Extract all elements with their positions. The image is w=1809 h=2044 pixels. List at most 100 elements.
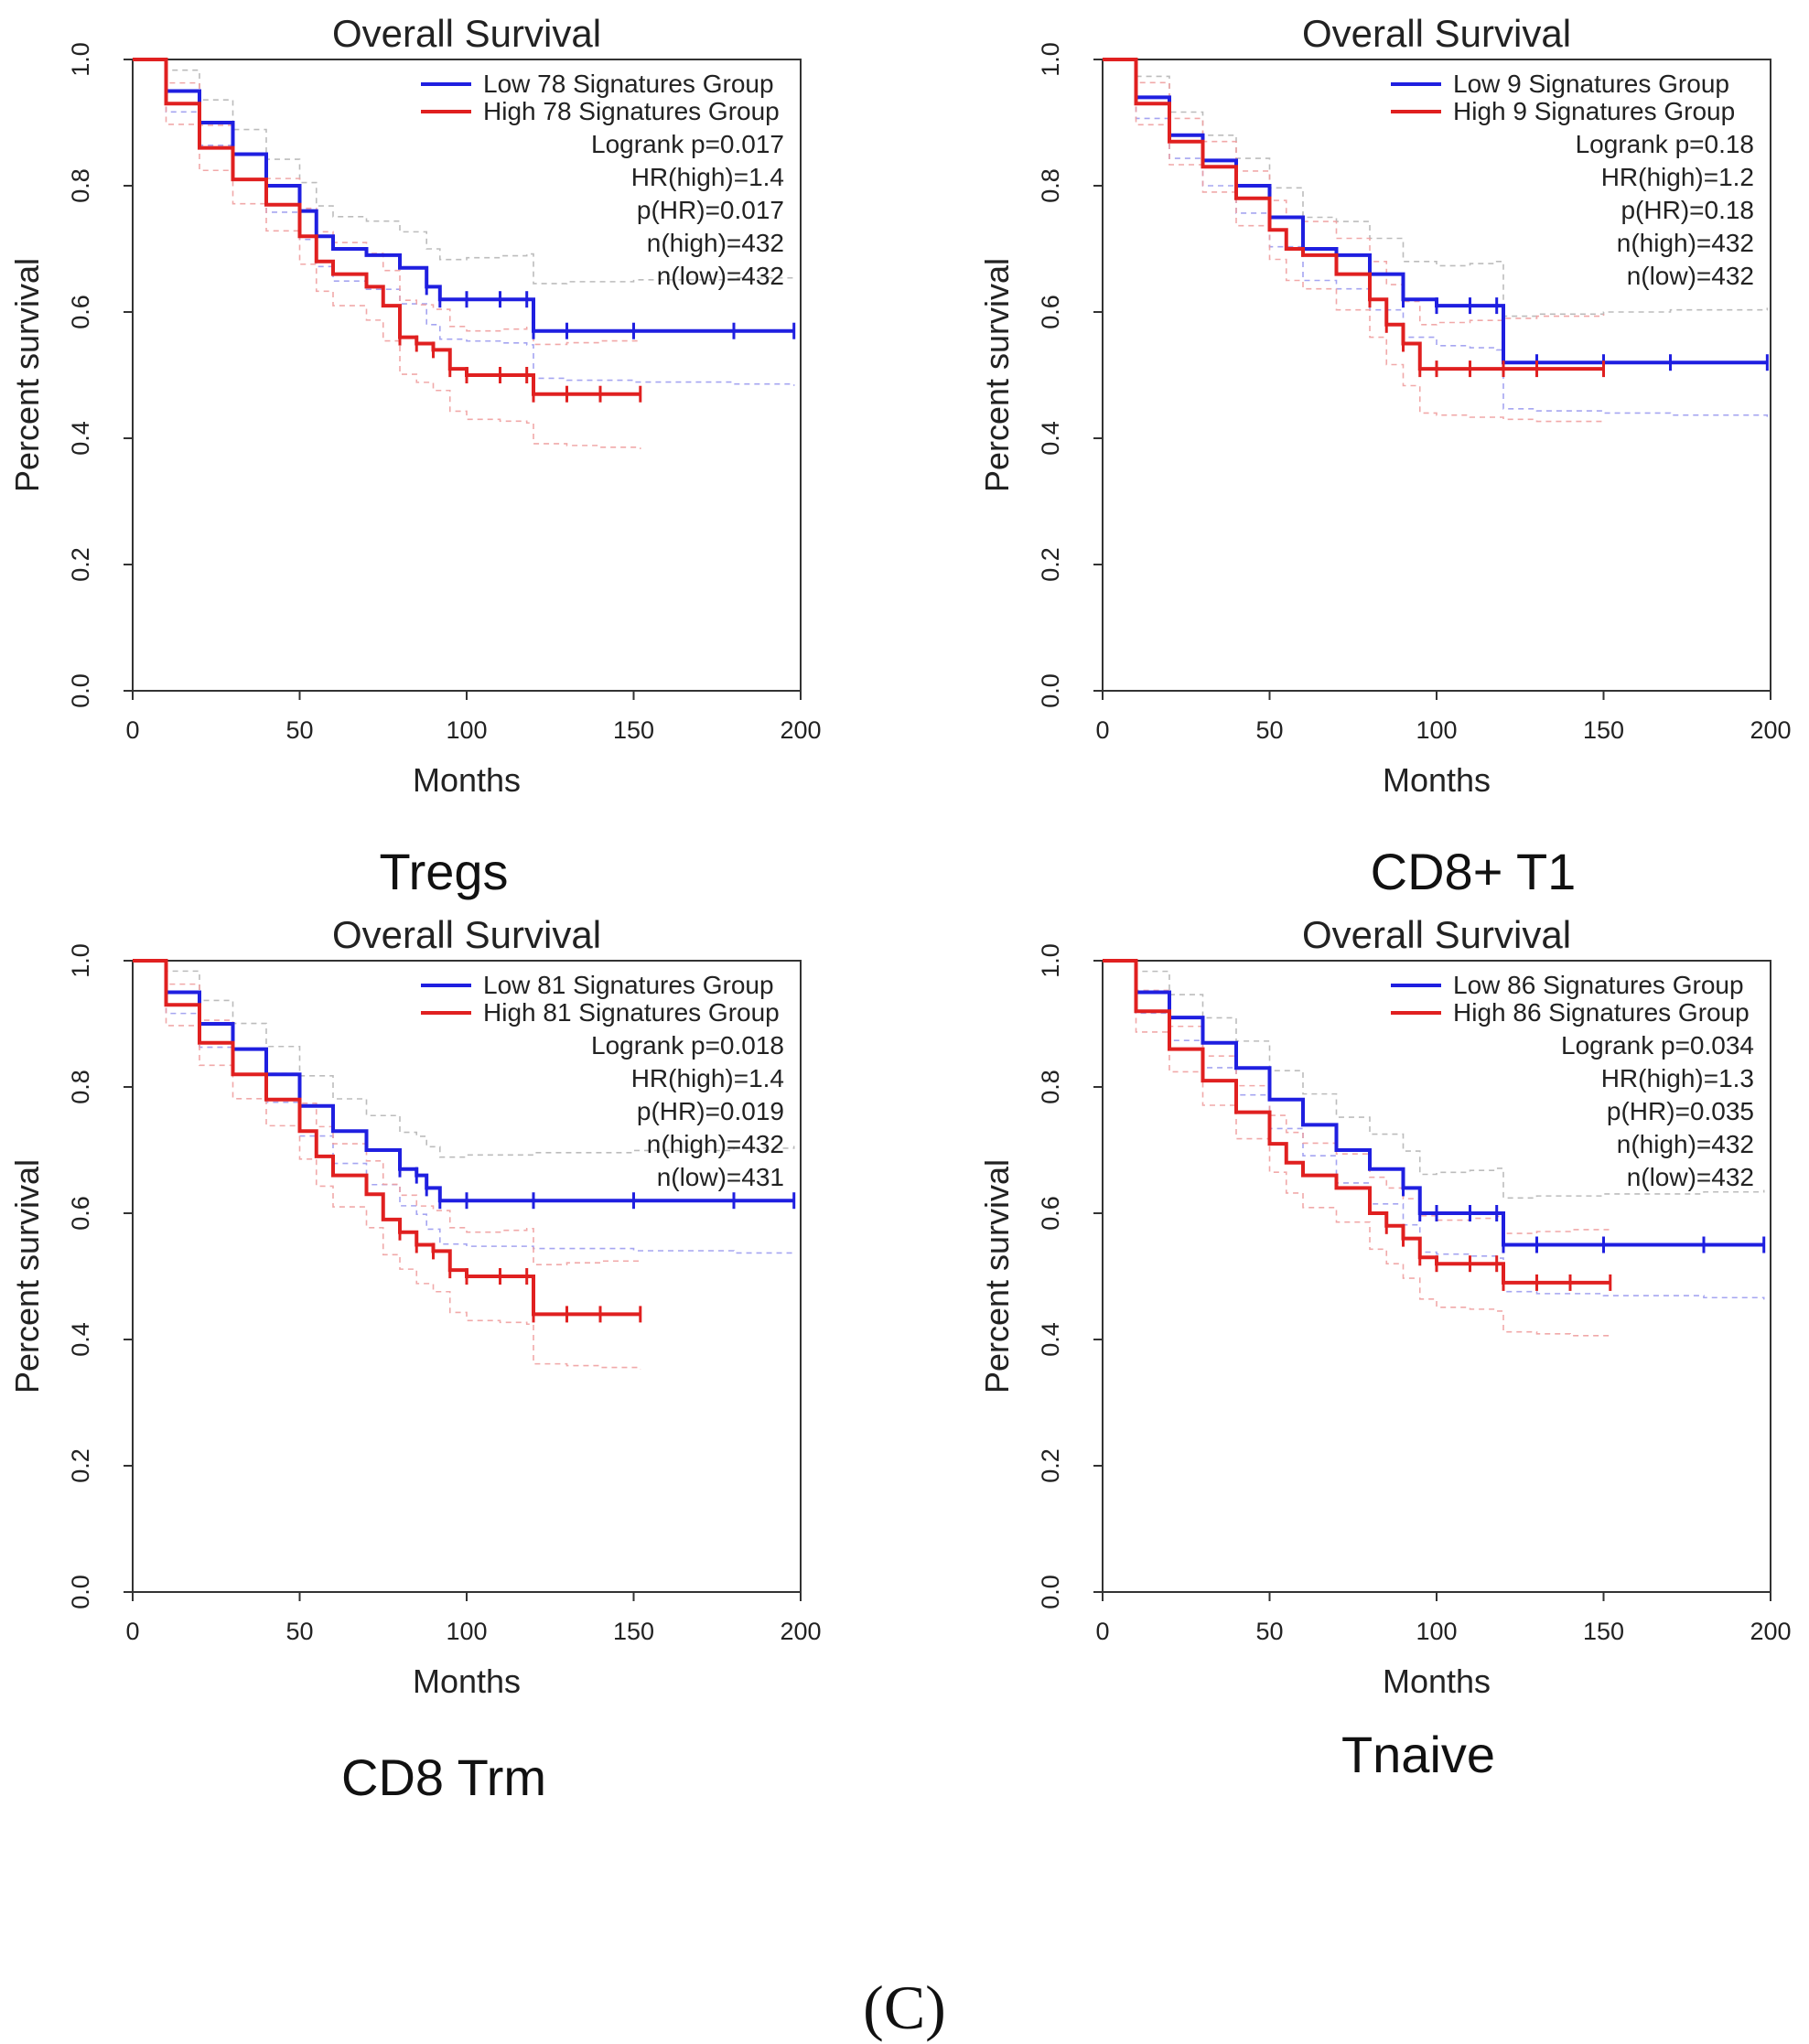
confidence-band: [1103, 960, 1611, 1338]
y-tick-label: 0.4: [67, 1322, 94, 1357]
x-tick-label: 200: [1750, 1618, 1791, 1645]
y-tick-label: 1.0: [1037, 42, 1064, 77]
stat-line: p(HR)=0.18: [1621, 196, 1754, 224]
confidence-band: [133, 59, 795, 386]
panel-caption-cd8-trm: CD8 Trm: [341, 1748, 546, 1806]
confidence-band: [133, 960, 795, 1158]
survival-chart-tregs: Overall Survival 0 50 100 150 200 0.0 0.2 0.4 0.6…: [8, 12, 822, 799]
legend-entry: Low 81 Signatures Group: [483, 971, 774, 999]
x-tick-label: 200: [780, 1618, 821, 1645]
x-tick-label: 50: [1255, 716, 1283, 744]
survival-panel-tregs: Overall Survival 0 50 100 150 200 0.0 0.2 0.4 0.6…: [0, 0, 878, 915]
x-tick-label: 100: [446, 716, 487, 744]
low-group-curve: [1103, 959, 1764, 1247]
y-axis-label: Percent survival: [978, 1159, 1016, 1393]
x-axis-label: Months: [413, 761, 521, 799]
stat-line: HR(high)=1.4: [631, 163, 784, 191]
stat-line: p(HR)=0.017: [637, 196, 784, 224]
confidence-band: [1103, 59, 1769, 417]
x-tick-label: 200: [1750, 716, 1791, 744]
y-tick-label: 0.2: [67, 547, 94, 582]
y-tick-label: 0.0: [1037, 1575, 1064, 1609]
stat-line: p(HR)=0.035: [1607, 1097, 1754, 1125]
x-tick-label: 50: [1255, 1618, 1283, 1645]
x-tick-label: 150: [1583, 716, 1624, 744]
confidence-band: [1103, 59, 1605, 424]
y-tick-label: 0.8: [1037, 1070, 1064, 1104]
stat-line: n(low)=432: [1627, 1163, 1754, 1191]
legend-entry: Low 9 Signatures Group: [1453, 70, 1729, 98]
y-tick-label: 0.0: [1037, 673, 1064, 708]
x-tick-label: 0: [125, 716, 139, 744]
x-tick-label: 100: [1416, 1618, 1457, 1645]
high-group-curve: [1103, 959, 1610, 1285]
legend-entry: High 86 Signatures Group: [1453, 998, 1750, 1027]
chart-title: Overall Survival: [332, 12, 601, 55]
panel-caption-tnaive: Tnaive: [1341, 1726, 1496, 1783]
confidence-band: [133, 59, 641, 449]
y-tick-label: 0.0: [67, 1575, 94, 1609]
x-tick-label: 50: [285, 716, 313, 744]
legend-entry: Low 86 Signatures Group: [1453, 971, 1744, 999]
x-tick-label: 50: [285, 1618, 313, 1645]
x-tick-label: 100: [446, 1618, 487, 1645]
y-tick-label: 0.6: [1037, 295, 1064, 329]
legend-entry: High 9 Signatures Group: [1453, 97, 1735, 125]
stat-line: n(low)=431: [657, 1163, 784, 1191]
y-tick-label: 0.0: [67, 673, 94, 708]
y-tick-label: 0.2: [67, 1448, 94, 1483]
survival-chart-cd8-t1: Overall Survival 0 50 100 150 200 0.0 0.2 0.4 0.6…: [978, 12, 1792, 799]
y-tick-label: 0.2: [1037, 1448, 1064, 1483]
stat-line: n(high)=432: [647, 1130, 784, 1158]
survival-panel-cd8-t1: Overall Survival 0 50 100 150 200 0.0 0.2 0.4 0.6…: [970, 0, 1809, 915]
x-tick-label: 150: [613, 1618, 654, 1645]
legend-entry: High 78 Signatures Group: [483, 97, 780, 125]
panel-caption-cd8-t1: CD8+ T1: [1370, 843, 1577, 900]
confidence-band: [133, 59, 641, 346]
y-tick-label: 0.6: [67, 1196, 94, 1231]
chart-title: Overall Survival: [1302, 913, 1571, 956]
stat-line: Logrank p=0.017: [591, 130, 784, 158]
y-tick-label: 0.8: [67, 168, 94, 203]
stat-line: p(HR)=0.019: [637, 1097, 784, 1125]
y-tick-label: 0.2: [1037, 547, 1064, 582]
stat-line: Logrank p=0.18: [1576, 130, 1754, 158]
y-tick-label: 0.6: [1037, 1196, 1064, 1231]
stat-line: n(high)=432: [1617, 1130, 1754, 1158]
stat-line: Logrank p=0.018: [591, 1031, 784, 1060]
y-axis-label: Percent survival: [978, 258, 1016, 492]
survival-chart-cd8-trm: Overall Survival 0 50 100 150 200 0.0 0.2 0.4 0.6…: [8, 913, 822, 1700]
y-tick-label: 0.4: [67, 421, 94, 456]
confidence-band: [1103, 960, 1765, 1200]
survival-panel-cd8-trm: Overall Survival 0 50 100 150 200 0.0 0.2 0.4 0.6…: [0, 901, 878, 1816]
stat-line: Logrank p=0.034: [1561, 1031, 1754, 1060]
confidence-band: [133, 960, 641, 1370]
legend-entry: Low 78 Signatures Group: [483, 70, 774, 98]
high-group-curve: [1103, 58, 1604, 371]
y-axis-label: Percent survival: [8, 258, 46, 492]
panel-caption-tregs: Tregs: [379, 843, 509, 900]
x-tick-label: 200: [780, 716, 821, 744]
y-tick-label: 0.8: [1037, 168, 1064, 203]
confidence-band: [133, 59, 795, 285]
x-tick-label: 150: [613, 716, 654, 744]
stat-line: n(low)=432: [657, 262, 784, 290]
survival-chart-tnaive: Overall Survival 0 50 100 150 200 0.0 0.2 0.4 0.6…: [978, 913, 1792, 1700]
x-tick-label: 100: [1416, 716, 1457, 744]
low-group-curve: [133, 959, 794, 1203]
stat-line: HR(high)=1.2: [1601, 163, 1754, 191]
stat-line: HR(high)=1.3: [1601, 1064, 1754, 1092]
x-tick-label: 150: [1583, 1618, 1624, 1645]
y-tick-label: 1.0: [67, 42, 94, 77]
low-group-curve: [133, 58, 794, 333]
y-tick-label: 1.0: [1037, 943, 1064, 978]
x-tick-label: 0: [1095, 1618, 1109, 1645]
high-group-curve: [133, 959, 641, 1317]
y-tick-label: 0.6: [67, 295, 94, 329]
chart-title: Overall Survival: [332, 913, 601, 956]
survival-panel-tnaive: Overall Survival 0 50 100 150 200 0.0 0.2 0.4 0.6…: [970, 901, 1809, 1816]
y-axis-label: Percent survival: [8, 1159, 46, 1393]
y-tick-label: 1.0: [67, 943, 94, 978]
stat-line: n(high)=432: [647, 229, 784, 257]
y-tick-label: 0.4: [1037, 421, 1064, 456]
